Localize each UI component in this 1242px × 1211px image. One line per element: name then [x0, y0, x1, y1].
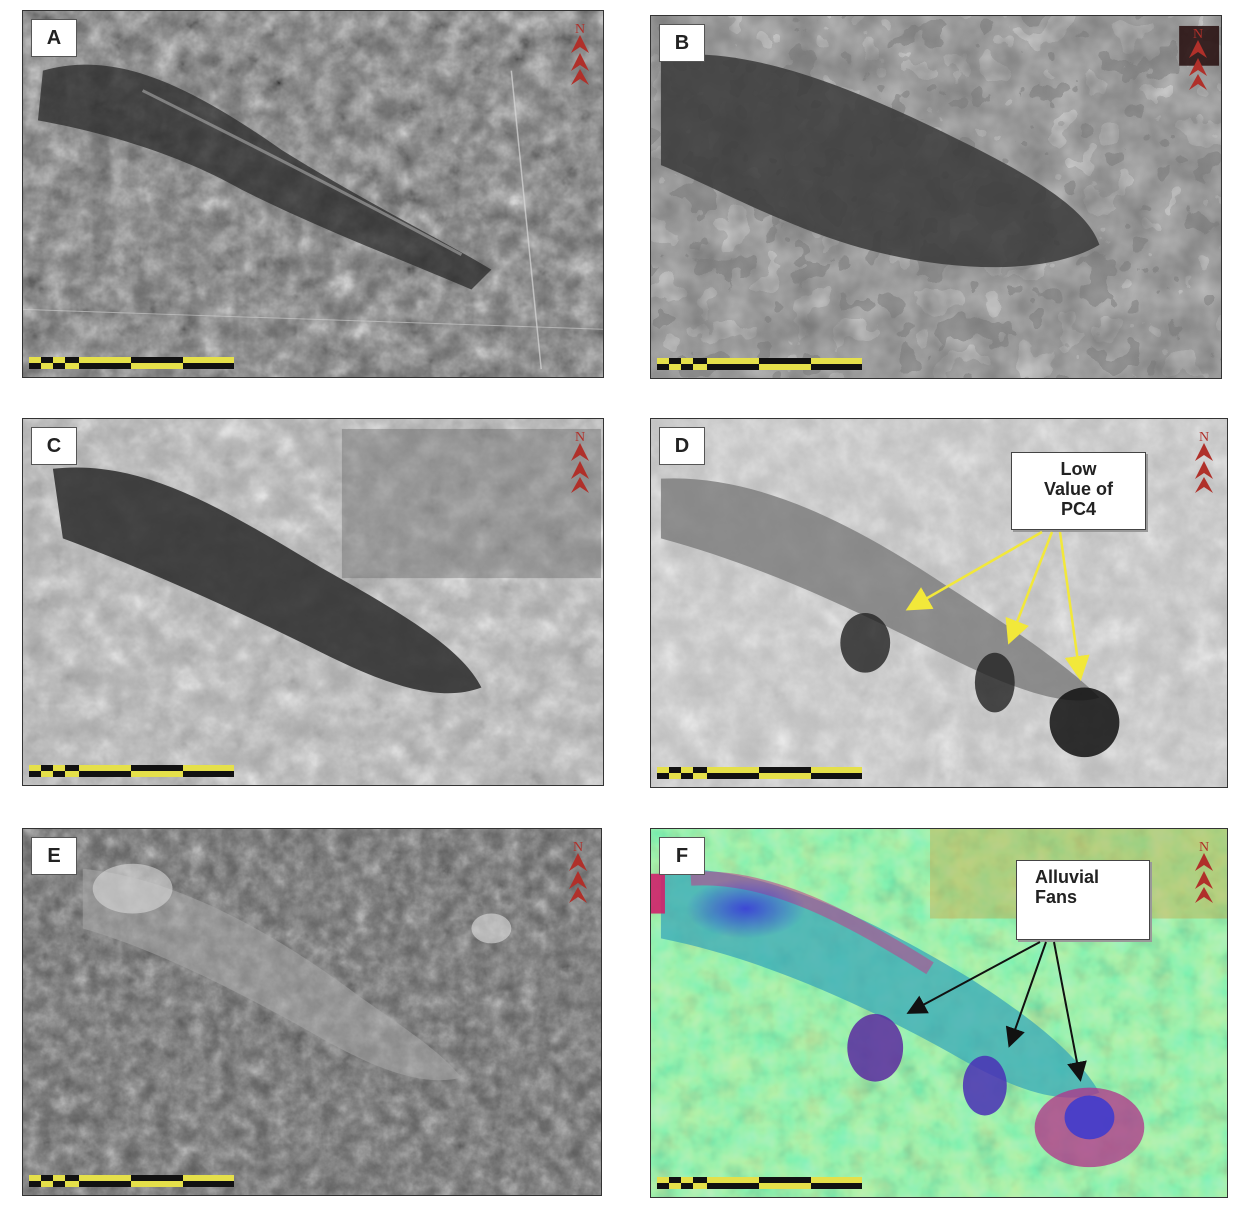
panel-label-e: E: [31, 837, 77, 875]
satellite-image-c: [23, 419, 603, 785]
callout-line: Fans: [1035, 887, 1078, 907]
svg-text:N: N: [573, 840, 583, 855]
north-arrow-icon: N: [569, 840, 587, 903]
scale-bar: [657, 767, 862, 779]
callout-low-value-pc4: Low Value of PC4: [1011, 452, 1146, 530]
panel-e: E N: [22, 828, 602, 1196]
callout-line: Low: [1060, 459, 1097, 479]
satellite-image-d: [651, 419, 1227, 787]
panel-d: D N: [650, 418, 1228, 788]
scale-bar: [29, 765, 234, 777]
scale-bar: [29, 357, 234, 369]
scale-bar: [657, 1177, 862, 1189]
panel-b: B N: [650, 15, 1222, 379]
svg-text:N: N: [1193, 27, 1203, 42]
svg-text:N: N: [1199, 430, 1209, 445]
svg-text:N: N: [575, 22, 585, 37]
north-arrow-icon: N: [1195, 430, 1213, 493]
north-arrow-icon: N: [1195, 840, 1213, 903]
scale-bar: [29, 1175, 234, 1187]
panel-label-d: D: [659, 427, 705, 465]
scale-bar: [657, 358, 862, 370]
callout-line: Value of: [1043, 479, 1114, 499]
callout-alluvial-fans: Alluvial Fans: [1016, 860, 1150, 940]
panel-c: C N: [22, 418, 604, 786]
svg-text:N: N: [575, 430, 585, 445]
satellite-image-b: [651, 16, 1221, 378]
callout-line: PC4: [1060, 499, 1096, 519]
satellite-image-a: [23, 11, 603, 377]
panel-label-a: A: [31, 19, 77, 57]
panel-label-b: B: [659, 24, 705, 62]
north-arrow-icon: N: [571, 22, 589, 85]
panel-label-c: C: [31, 427, 77, 465]
panel-a: A N: [22, 10, 604, 378]
panel-label-f: F: [659, 837, 705, 875]
north-arrow-icon: N: [571, 430, 589, 493]
callout-line: Alluvial: [1035, 867, 1100, 887]
satellite-image-e: [23, 829, 601, 1195]
svg-text:N: N: [1199, 840, 1209, 855]
north-arrow-icon: N: [1189, 27, 1207, 90]
